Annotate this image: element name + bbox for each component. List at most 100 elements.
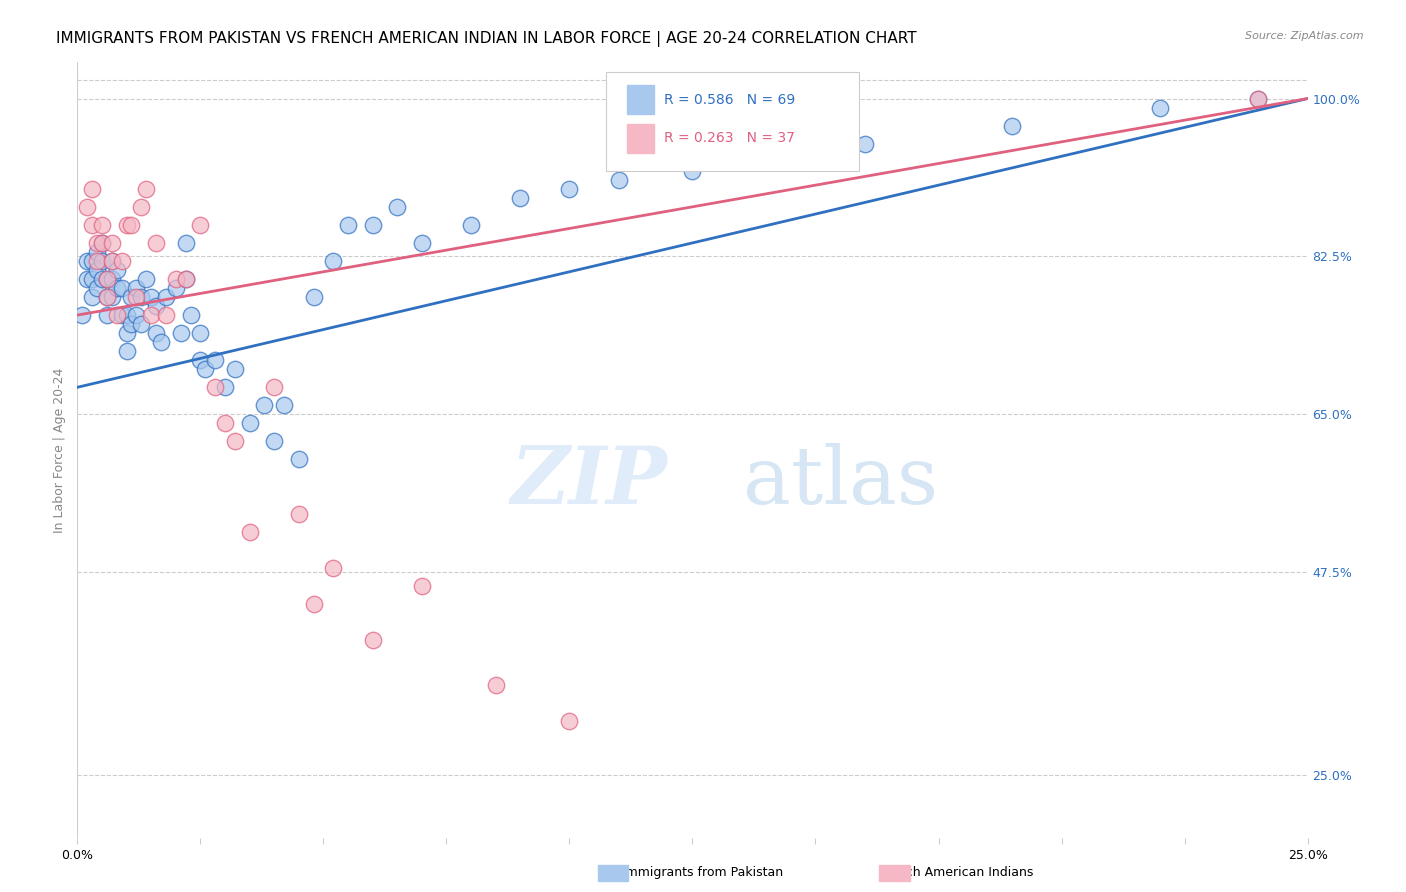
Point xyxy=(1247,91,1270,105)
Point xyxy=(115,308,138,322)
Point xyxy=(141,308,163,322)
Point xyxy=(101,272,124,286)
Point xyxy=(76,200,98,214)
Point xyxy=(125,290,148,304)
Point xyxy=(82,218,104,232)
Point xyxy=(101,235,124,250)
Point xyxy=(125,281,148,295)
Point xyxy=(239,417,262,431)
Point xyxy=(125,308,148,322)
Point xyxy=(150,335,173,350)
Point xyxy=(111,281,132,295)
Point xyxy=(90,235,114,250)
Point xyxy=(288,507,311,521)
Bar xyxy=(627,85,654,114)
Point xyxy=(411,235,433,250)
Text: ZIP: ZIP xyxy=(510,442,668,520)
Point xyxy=(204,353,226,368)
Point xyxy=(96,272,118,286)
Point xyxy=(141,290,163,304)
Point xyxy=(90,272,114,286)
Point xyxy=(82,272,104,286)
Point xyxy=(90,218,114,232)
Point xyxy=(135,182,157,196)
Point xyxy=(86,244,108,259)
Point xyxy=(174,272,197,286)
Point xyxy=(105,263,128,277)
Point xyxy=(273,398,295,412)
Point xyxy=(101,254,124,268)
Point xyxy=(165,281,187,295)
Point xyxy=(115,326,138,340)
Point xyxy=(111,254,132,268)
FancyBboxPatch shape xyxy=(606,71,859,171)
Point xyxy=(682,163,704,178)
Point xyxy=(96,308,118,322)
Text: IMMIGRANTS FROM PAKISTAN VS FRENCH AMERICAN INDIAN IN LABOR FORCE | AGE 20-24 CO: IMMIGRANTS FROM PAKISTAN VS FRENCH AMERI… xyxy=(56,31,917,47)
Point xyxy=(361,632,384,647)
Point xyxy=(121,218,143,232)
Point xyxy=(337,218,360,232)
Point xyxy=(155,290,177,304)
Point xyxy=(115,344,138,359)
Point xyxy=(86,254,108,268)
Point xyxy=(145,235,167,250)
Point xyxy=(460,218,482,232)
Point xyxy=(188,353,212,368)
Point xyxy=(204,380,226,394)
Point xyxy=(129,290,153,304)
Text: Immigrants from Pakistan: Immigrants from Pakistan xyxy=(623,866,783,879)
Text: R = 0.586   N = 69: R = 0.586 N = 69 xyxy=(664,93,796,107)
Point xyxy=(322,561,344,575)
Point xyxy=(135,272,157,286)
Point xyxy=(155,308,177,322)
Point xyxy=(86,281,108,295)
Point xyxy=(105,281,128,295)
Point xyxy=(96,290,118,304)
Point xyxy=(322,254,344,268)
Point xyxy=(214,380,236,394)
Point xyxy=(361,218,384,232)
Point xyxy=(129,200,153,214)
Point xyxy=(755,154,778,169)
Point xyxy=(111,308,132,322)
Point xyxy=(411,579,433,593)
Point xyxy=(145,326,167,340)
Point xyxy=(101,254,124,268)
Point xyxy=(105,308,128,322)
Point xyxy=(82,290,104,304)
Point xyxy=(263,380,285,394)
Point xyxy=(121,290,143,304)
Point xyxy=(96,272,118,286)
Point xyxy=(174,272,197,286)
Bar xyxy=(627,124,654,153)
Point xyxy=(239,524,262,539)
Y-axis label: In Labor Force | Age 20-24: In Labor Force | Age 20-24 xyxy=(53,368,66,533)
Point xyxy=(90,235,114,250)
Point xyxy=(558,182,581,196)
Point xyxy=(115,218,138,232)
Point xyxy=(1001,119,1024,133)
Point xyxy=(188,326,212,340)
Point xyxy=(121,317,143,331)
Point xyxy=(607,173,630,187)
Text: atlas: atlas xyxy=(742,442,938,521)
Point xyxy=(165,272,187,286)
Point xyxy=(170,326,193,340)
Point xyxy=(558,714,581,728)
Point xyxy=(302,597,325,611)
Point xyxy=(76,272,98,286)
Text: Source: ZipAtlas.com: Source: ZipAtlas.com xyxy=(1246,31,1364,41)
Point xyxy=(188,218,212,232)
Point xyxy=(86,235,108,250)
Point xyxy=(145,299,167,313)
Point xyxy=(129,317,153,331)
Point xyxy=(302,290,325,304)
Point xyxy=(288,452,311,467)
Point xyxy=(82,254,104,268)
Point xyxy=(76,254,98,268)
Point xyxy=(194,362,217,376)
Point xyxy=(253,398,276,412)
Point xyxy=(1149,101,1171,115)
Point xyxy=(1247,91,1270,105)
